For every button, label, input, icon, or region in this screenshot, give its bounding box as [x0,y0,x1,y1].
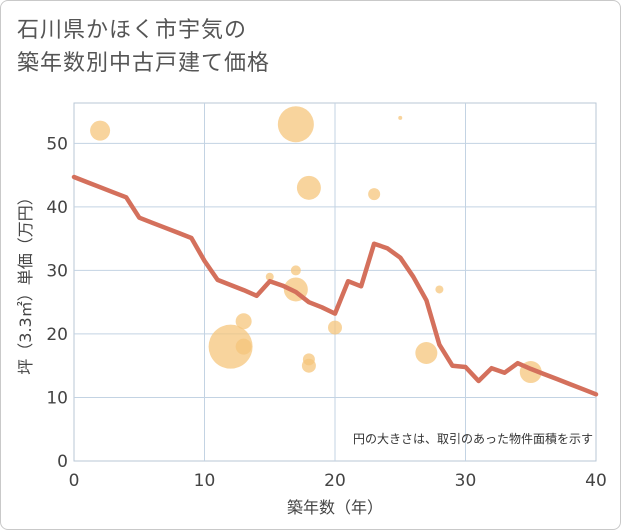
data-point [296,175,321,200]
data-point [398,115,403,120]
y-axis-label: 坪（3.3㎡）単価（万円） [16,189,35,374]
data-point [265,272,274,281]
data-point [235,313,252,330]
y-tick-label: 0 [57,452,68,472]
grid [74,103,596,461]
x-axis-label: 築年数（年） [287,498,383,517]
data-point [328,320,342,335]
data-point [368,188,381,201]
x-tick-label: 30 [455,471,477,491]
x-tick-label: 0 [69,471,80,491]
y-tick-label: 10 [46,388,68,408]
title-line-2: 築年数別中古戸建て価格 [17,51,271,76]
average-line [71,174,599,397]
x-tick-label: 40 [585,471,607,491]
y-tick-label: 30 [46,261,68,281]
chart-title: 石川県かほく市宇気の 築年数別中古戸建て価格 [17,14,270,80]
title-line-1: 石川県かほく市宇気の [17,18,248,43]
y-tick-label: 50 [46,134,68,154]
y-tick-label: 40 [46,198,68,218]
data-point [277,106,314,143]
data-point [435,285,444,294]
x-tick-label: 10 [194,471,216,491]
x-tick-label: 20 [324,471,346,491]
data-point [208,324,253,369]
axis-ticks: 0 10 20 30 40 0 10 20 30 40 50 [46,134,606,491]
average-line-series [71,174,599,397]
data-point [290,265,301,276]
bubble-series [90,106,542,384]
data-point [235,338,252,355]
size-annotation: 円の大きさは、取引のあった物件面積を示す [353,431,593,446]
data-point [415,341,438,364]
y-tick-label: 20 [46,325,68,345]
data-point [301,358,316,373]
data-point [90,120,111,141]
